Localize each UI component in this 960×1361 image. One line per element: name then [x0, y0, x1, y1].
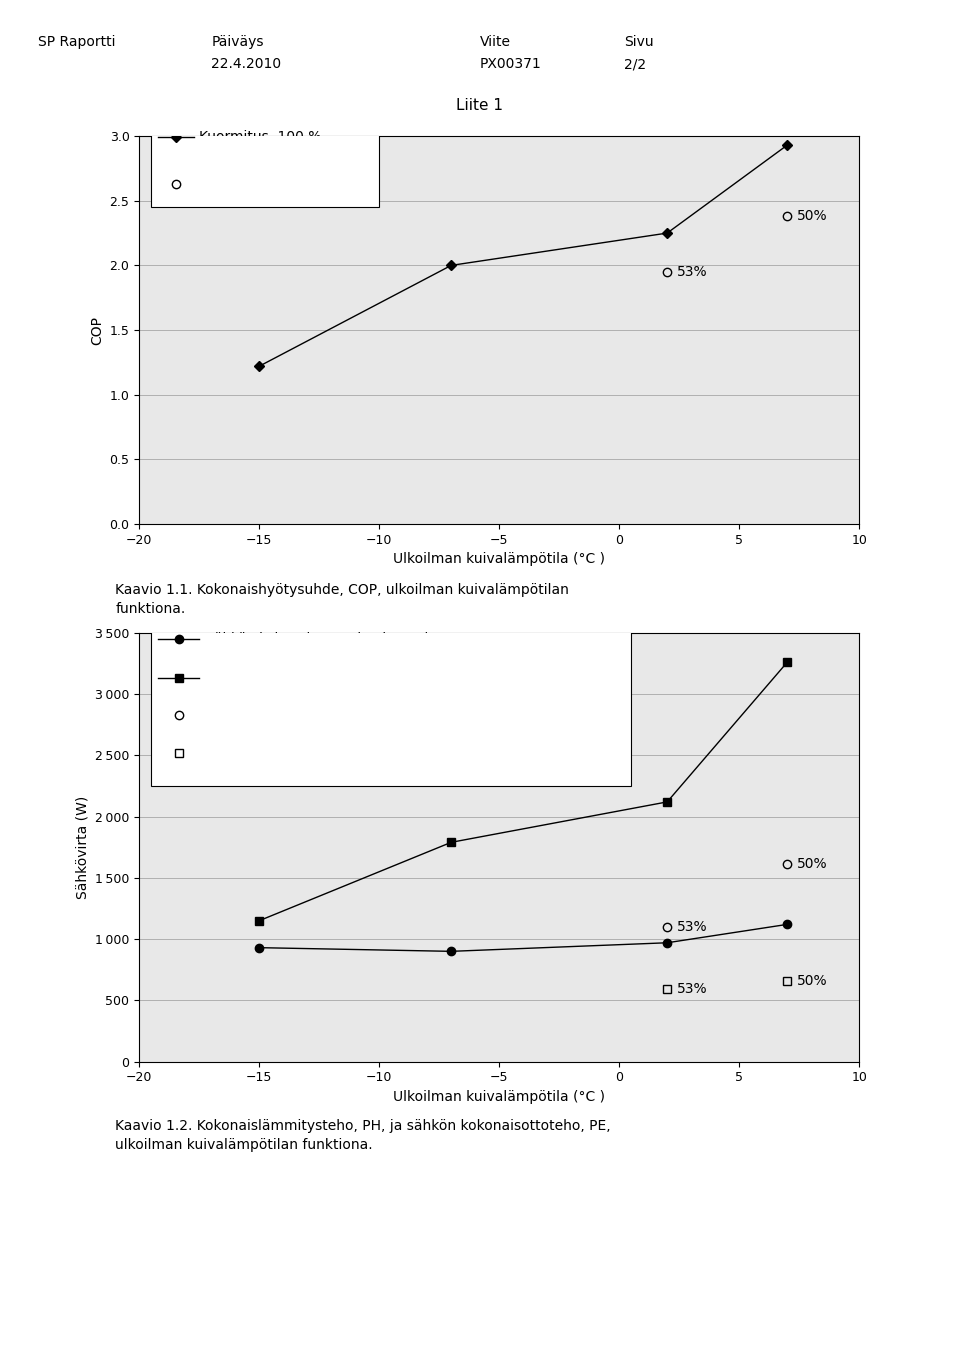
- Text: 53%: 53%: [677, 983, 708, 996]
- Text: 50%: 50%: [797, 857, 828, 871]
- Text: Sähkön kokonaisottoteho, kuormitus 100 %: Sähkön kokonaisottoteho, kuormitus 100 %: [206, 633, 495, 645]
- Text: Kuormitus, 100 %: Kuormitus, 100 %: [200, 131, 322, 144]
- Text: 53%: 53%: [677, 920, 708, 934]
- Text: Kokonaislämmitysteho, osakuormitus: Kokonaislämmitysteho, osakuormitus: [206, 746, 455, 759]
- FancyBboxPatch shape: [152, 615, 632, 787]
- X-axis label: Ulkoilman kuivalämpötila (°C ): Ulkoilman kuivalämpötila (°C ): [394, 1090, 605, 1104]
- Text: 22.4.2010: 22.4.2010: [211, 57, 281, 71]
- Text: 2/2: 2/2: [624, 57, 646, 71]
- Text: Sivu: Sivu: [624, 35, 654, 49]
- Text: Kokonaislämmitysteho, kuormitus 100 %: Kokonaislämmitysteho, kuormitus 100 %: [206, 672, 478, 685]
- Text: Kaavio 1.1. Kokonaishyötysuhde, COP, ulkoilman kuivalämpötilan
funktiona.: Kaavio 1.1. Kokonaishyötysuhde, COP, ulk…: [115, 583, 569, 617]
- Text: Päiväys: Päiväys: [211, 35, 264, 49]
- Text: Viite: Viite: [480, 35, 511, 49]
- Text: SP Raportti: SP Raportti: [38, 35, 116, 49]
- Text: Liite 1: Liite 1: [457, 98, 503, 113]
- FancyBboxPatch shape: [152, 114, 379, 207]
- X-axis label: Ulkoilman kuivalämpötila (°C ): Ulkoilman kuivalämpötila (°C ): [394, 553, 605, 566]
- Y-axis label: COP: COP: [90, 316, 104, 344]
- Text: Kaavio 1.2. Kokonaislämmitysteho, PH, ja sähkön kokonaisottoteho, PE,
ulkoilman : Kaavio 1.2. Kokonaislämmitysteho, PH, ja…: [115, 1119, 611, 1153]
- Text: 53%: 53%: [677, 265, 708, 279]
- Text: 50%: 50%: [797, 210, 828, 223]
- Text: PX00371: PX00371: [480, 57, 541, 71]
- Text: 50%: 50%: [797, 973, 828, 988]
- Text: Sähkön kokonaisottoteho, osakuormitus: Sähkön kokonaisottoteho, osakuormitus: [206, 709, 472, 721]
- Y-axis label: Sähkövirta (W): Sähkövirta (W): [76, 796, 89, 898]
- Text: Osakuormitus: Osakuormitus: [200, 177, 295, 191]
